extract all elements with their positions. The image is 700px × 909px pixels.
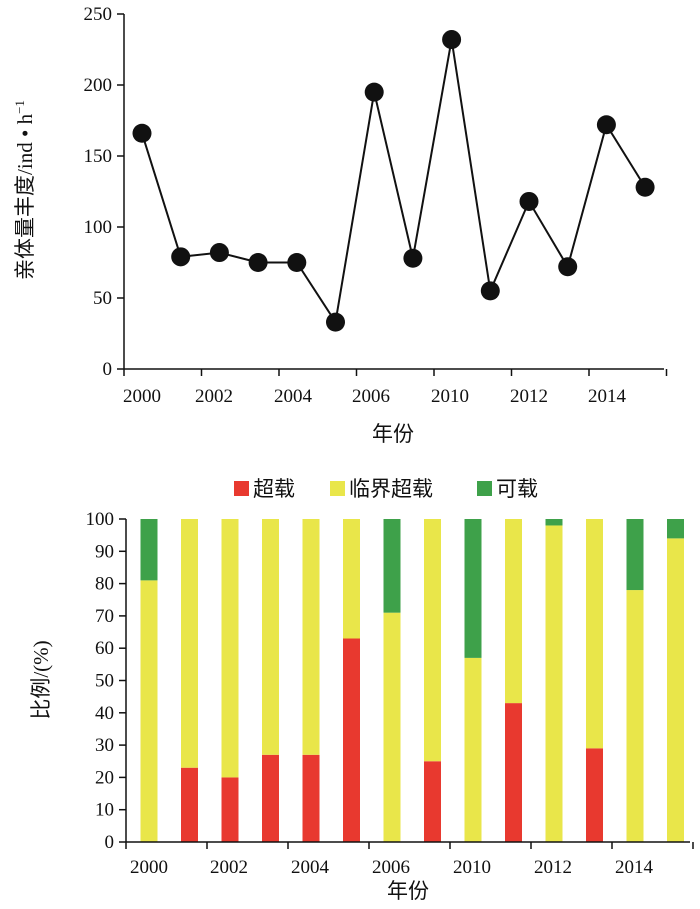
line-chart-data-point bbox=[519, 191, 539, 211]
line-chart-series-line bbox=[141, 39, 646, 325]
bar-chart-y-tick-label: 10 bbox=[95, 800, 114, 821]
bar-chart-y-axis-label: 比例/(%) bbox=[29, 640, 53, 719]
bar-segment bbox=[586, 748, 603, 842]
line-chart-y-tick-label: 200 bbox=[84, 75, 113, 96]
bar-segment bbox=[221, 777, 239, 842]
line-chart-data-point bbox=[596, 115, 616, 135]
line-chart-x-axis-label: 年份 bbox=[372, 422, 414, 446]
line-chart-x-tick-label: 2000 bbox=[123, 386, 161, 407]
legend-swatch bbox=[330, 481, 345, 496]
bar-chart-y-tick-label: 20 bbox=[95, 767, 114, 788]
bar-segment bbox=[424, 761, 441, 842]
bar-segment bbox=[626, 519, 644, 591]
line-chart-data-point bbox=[171, 247, 191, 267]
bar-chart-x-axis-label: 年份 bbox=[387, 879, 429, 903]
line-chart-x-ticks: 2000 2002 2004 2006 2010 2012 2014 bbox=[123, 369, 668, 407]
bar-chart-x-tick-label: 2002 bbox=[210, 857, 248, 878]
bar-segment bbox=[262, 519, 279, 755]
bar-segment bbox=[667, 538, 684, 842]
bar-segment bbox=[626, 590, 644, 842]
line-chart-y-tick-label: 150 bbox=[84, 146, 113, 167]
line-chart-data-point bbox=[209, 243, 229, 263]
bar-segment bbox=[383, 612, 401, 842]
bar-segment bbox=[343, 519, 360, 639]
bar-segment bbox=[181, 519, 198, 768]
line-chart-data-point bbox=[480, 281, 500, 301]
bar-segment bbox=[424, 519, 441, 762]
bar-segment bbox=[464, 657, 482, 842]
bar-segment bbox=[667, 519, 684, 539]
bar-segment bbox=[505, 519, 522, 704]
bar-chart-y-tick-label: 30 bbox=[95, 735, 114, 756]
line-chart-y-tick-label: 50 bbox=[93, 288, 112, 309]
bar-chart-y-tick-label: 50 bbox=[95, 671, 114, 692]
bar-segment bbox=[464, 519, 482, 658]
line-chart-x-tick-label: 2012 bbox=[510, 386, 548, 407]
abundance-line-chart: 0 50 100 150 200 250 2000 2002 2004 2006 2010 2012… bbox=[12, 4, 668, 446]
bar-chart-x-tick-label: 2000 bbox=[130, 857, 168, 878]
bar-segment bbox=[383, 519, 401, 613]
bar-chart-y-tick-label: 60 bbox=[95, 638, 114, 659]
bar-segment bbox=[586, 519, 603, 749]
bar-segment bbox=[343, 638, 360, 842]
line-chart-data-point bbox=[403, 248, 423, 268]
bar-chart-x-tick-label: 2012 bbox=[534, 857, 572, 878]
bar-chart-x-ticks: 2000 2002 2004 2006 2010 2012 2014 bbox=[125, 842, 694, 878]
proportion-stacked-bar-chart: 超载 临界超载 可载 0 10 20 30 40 50 60 70 80 90 100 2000 2002… bbox=[29, 477, 694, 903]
legend-label: 超载 bbox=[253, 477, 295, 501]
bar-segment bbox=[140, 580, 158, 842]
legend-swatch bbox=[477, 481, 492, 496]
bar-chart-y-tick-label: 80 bbox=[95, 574, 114, 595]
line-chart-y-tick-label: 250 bbox=[84, 4, 113, 25]
legend-label: 可载 bbox=[496, 477, 538, 501]
line-chart-y-tick-label: 100 bbox=[84, 217, 113, 238]
line-chart-data-point bbox=[132, 123, 152, 143]
line-chart-data-point bbox=[364, 82, 384, 102]
bar-segment bbox=[505, 703, 522, 842]
bar-segment bbox=[545, 525, 563, 842]
bar-chart-x-tick-label: 2010 bbox=[453, 857, 491, 878]
line-chart-x-tick-label: 2010 bbox=[431, 386, 469, 407]
line-chart-data-point bbox=[287, 253, 307, 272]
line-chart-data-point bbox=[558, 257, 578, 277]
bar-chart-y-tick-label: 90 bbox=[95, 541, 114, 562]
line-chart-y-tick-label: 0 bbox=[103, 359, 113, 380]
line-chart-series bbox=[132, 30, 655, 332]
bar-segment bbox=[181, 767, 198, 842]
line-chart-x-tick-label: 2006 bbox=[352, 386, 390, 407]
line-chart-x-tick-label: 2004 bbox=[274, 386, 313, 407]
bar-segment bbox=[302, 519, 320, 755]
legend-swatch bbox=[234, 481, 249, 496]
bar-chart-bars bbox=[140, 519, 684, 842]
line-chart-data-point bbox=[635, 177, 655, 197]
line-chart-data-point bbox=[442, 30, 462, 50]
bar-chart-x-tick-label: 2004 bbox=[291, 857, 330, 878]
bar-chart-legend: 超载 临界超载 可载 bbox=[234, 477, 538, 501]
bar-segment bbox=[262, 754, 279, 842]
line-chart-data-point bbox=[248, 253, 268, 272]
legend-label: 临界超载 bbox=[349, 477, 433, 501]
line-chart-y-axis-label: 亲体量丰度/ind • h−1 bbox=[12, 100, 37, 280]
bar-chart-y-tick-label: 100 bbox=[86, 509, 115, 530]
bar-chart-x-tick-label: 2014 bbox=[615, 857, 654, 878]
bar-segment bbox=[221, 519, 239, 778]
bar-chart-y-ticks: 0 10 20 30 40 50 60 70 80 90 100 bbox=[86, 509, 126, 853]
line-chart-x-tick-label: 2002 bbox=[195, 386, 233, 407]
bar-chart-x-tick-label: 2006 bbox=[372, 857, 410, 878]
bar-segment bbox=[140, 519, 158, 581]
bar-segment bbox=[545, 519, 563, 526]
line-chart-x-tick-label: 2014 bbox=[588, 386, 627, 407]
line-chart-data-point bbox=[326, 312, 345, 332]
bar-chart-y-tick-label: 70 bbox=[95, 606, 114, 627]
bar-chart-y-tick-label: 0 bbox=[105, 832, 115, 853]
bar-chart-y-tick-label: 40 bbox=[95, 703, 114, 724]
bar-segment bbox=[302, 754, 320, 842]
line-chart-y-ticks: 0 50 100 150 200 250 bbox=[84, 4, 124, 380]
